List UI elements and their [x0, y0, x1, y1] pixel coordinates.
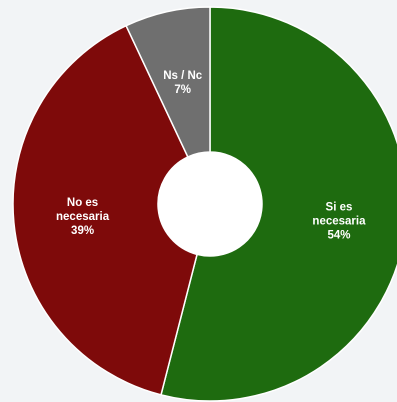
- donut-hole: [158, 152, 262, 256]
- slice-label-1-line-0: No es: [67, 197, 98, 209]
- pie-slice-2: [125, 6, 211, 158]
- slice-label-1-line-2: 39%: [71, 225, 94, 237]
- slice-label-0-line-1: necesaria: [312, 215, 366, 227]
- slice-label-2-line-0: Ns / Nc: [163, 70, 203, 82]
- slice-label-0-line-2: 54%: [327, 229, 350, 241]
- slice-label-2-line-1: 7%: [174, 84, 191, 96]
- slice-label-0-line-0: Si es: [326, 201, 353, 213]
- slice-label-1-line-1: necesaria: [56, 211, 110, 223]
